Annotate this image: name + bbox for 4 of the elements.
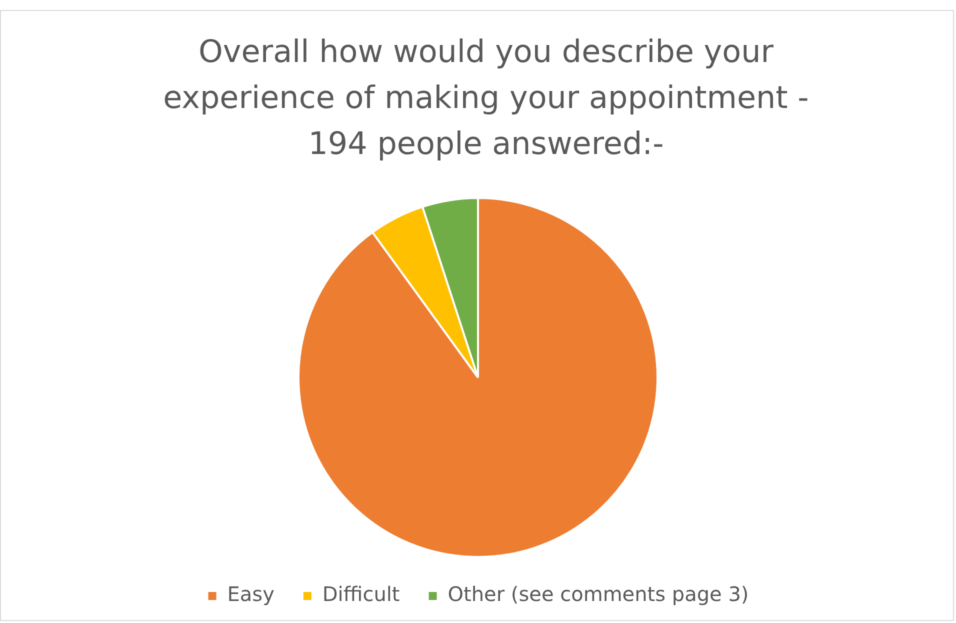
chart-title: Overall how would you describe your experience of making your appointment - 194 people answered:-: [162, 33, 810, 164]
legend-label: Difficult: [322, 582, 400, 606]
legend-label: Other (see comments page 3): [448, 582, 749, 606]
legend-label: Easy: [227, 582, 275, 606]
